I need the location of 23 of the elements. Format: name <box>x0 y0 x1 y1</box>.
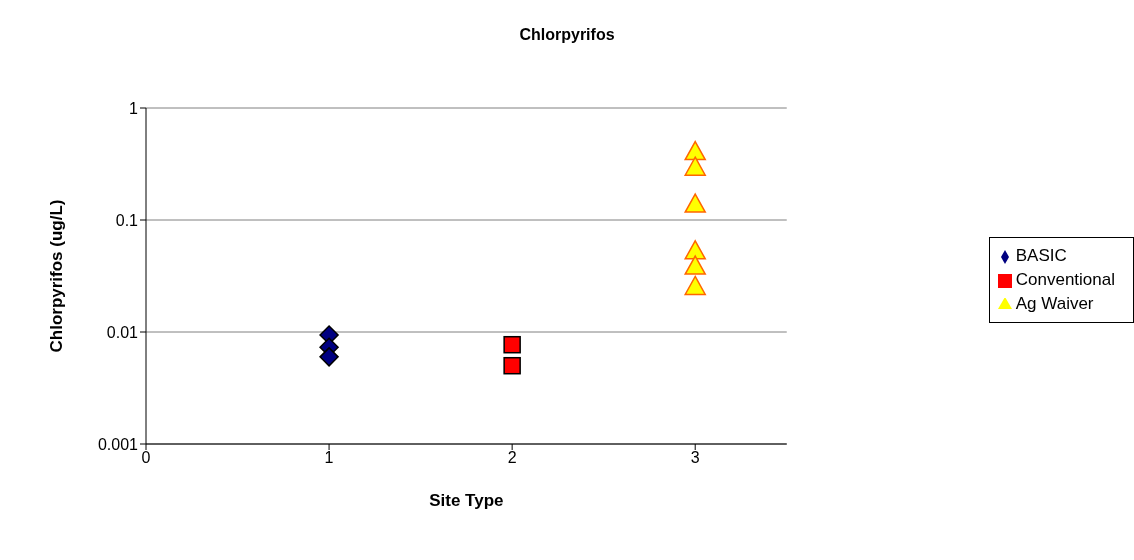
y-axis-title: Chlorpyrifos (ug/L) <box>47 199 67 353</box>
y-tick-label: 0.01 <box>106 323 139 341</box>
y-tick-label: 0.1 <box>115 211 139 229</box>
point <box>684 156 706 176</box>
point <box>684 140 706 161</box>
y-tick-label: 0.001 <box>97 435 139 453</box>
legend-label: Conventional <box>1015 270 1115 289</box>
point <box>503 356 521 375</box>
legend-label: BASIC <box>1015 246 1067 265</box>
x-axis-title: Site Type <box>429 491 504 510</box>
point <box>684 255 706 275</box>
point <box>503 335 521 354</box>
x-tick-label: 1 <box>324 449 334 467</box>
point <box>684 240 706 260</box>
point <box>319 347 339 367</box>
x-tick-label: 2 <box>507 449 517 467</box>
x-tick-label: 3 <box>690 449 700 467</box>
point <box>684 275 706 296</box>
x-tick-label: 0 <box>141 449 151 467</box>
chart-title: Chlorpyrifos <box>518 26 616 44</box>
point <box>684 193 706 213</box>
legend-label: Ag Waiver <box>1015 294 1094 313</box>
y-tick-label: 1 <box>129 99 139 117</box>
